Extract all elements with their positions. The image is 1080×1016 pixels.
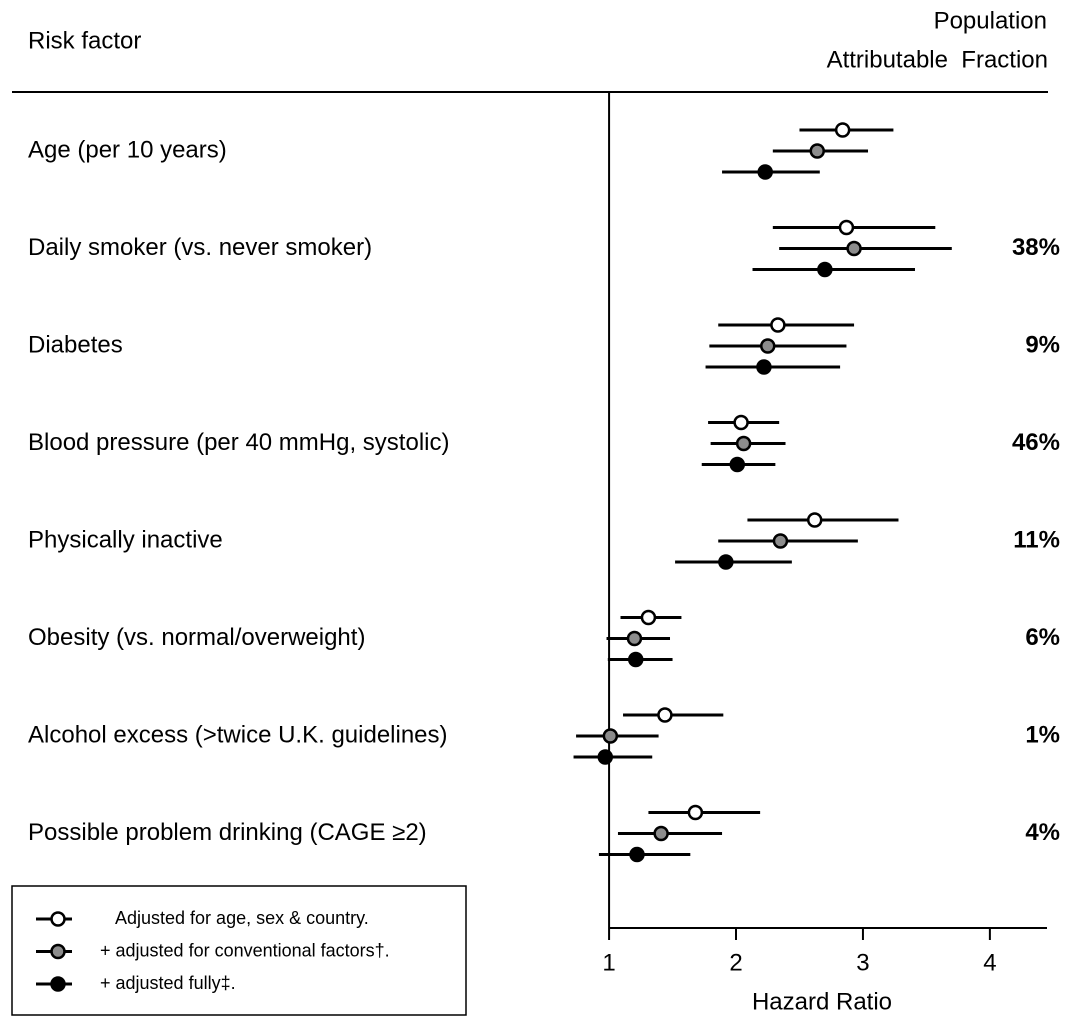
paf-label: 38%	[1012, 234, 1060, 261]
paf-label: 46%	[1012, 429, 1060, 456]
category-label: Age (per 10 years)	[28, 136, 227, 163]
estimate-marker	[729, 456, 746, 473]
legend-box	[11, 885, 467, 1016]
estimate-marker	[653, 825, 669, 842]
legend-marker	[50, 911, 66, 927]
row-header: Risk factor	[28, 27, 141, 54]
estimate-marker	[657, 707, 673, 723]
paf-label: 1%	[1025, 721, 1060, 748]
estimate-marker	[718, 554, 734, 570]
paf-label: 9%	[1025, 331, 1060, 358]
category-label: Diabetes	[28, 331, 123, 358]
category-label: Physically inactive	[28, 526, 223, 553]
x-tick-label: 4	[983, 949, 996, 976]
estimate-marker	[687, 804, 704, 821]
legend-label: Adjusted for age, sex & country.	[115, 908, 369, 928]
estimate-marker	[602, 728, 619, 744]
legend-label: + adjusted fully‡.	[100, 973, 236, 993]
paf-label: 6%	[1025, 624, 1060, 651]
category-label: Alcohol excess (>twice U.K. guidelines)	[28, 721, 448, 748]
x-tick-label: 1	[602, 949, 615, 976]
category-label: Obesity (vs. normal/overweight)	[28, 624, 365, 651]
paf-label: 4%	[1025, 819, 1060, 846]
estimate-marker	[770, 317, 786, 333]
legend-label: + adjusted for conventional factors†.	[100, 940, 390, 960]
legend-marker	[50, 976, 66, 992]
x-tick-label: 3	[856, 949, 869, 976]
estimate-marker	[640, 609, 657, 626]
estimate-marker	[627, 651, 644, 668]
estimate-marker	[806, 512, 823, 528]
paf-label: 11%	[1013, 526, 1060, 553]
category-label: Possible problem drinking (CAGE ≥2)	[28, 819, 427, 846]
paf-header: Attributable Fraction	[827, 46, 1048, 73]
estimate-marker	[756, 359, 772, 375]
legend-marker	[50, 943, 66, 960]
estimate-marker	[735, 435, 752, 452]
estimate-marker	[759, 338, 776, 354]
estimate-marker	[817, 261, 833, 278]
estimate-marker	[846, 240, 862, 257]
paf-header: Population	[934, 7, 1047, 34]
estimate-marker	[597, 749, 614, 765]
estimate-marker	[626, 630, 643, 647]
estimate-marker	[809, 143, 826, 159]
estimate-marker	[757, 164, 773, 180]
category-label: Blood pressure (per 40 mmHg, systolic)	[28, 429, 449, 456]
estimate-marker	[772, 533, 789, 549]
estimate-marker	[838, 219, 855, 236]
x-tick-label: 2	[729, 949, 742, 976]
estimate-marker	[834, 122, 851, 138]
x-axis-title: Hazard Ratio	[752, 988, 892, 1015]
category-label: Daily smoker (vs. never smoker)	[28, 234, 372, 261]
estimate-marker	[733, 414, 749, 431]
estimate-marker	[629, 846, 645, 863]
